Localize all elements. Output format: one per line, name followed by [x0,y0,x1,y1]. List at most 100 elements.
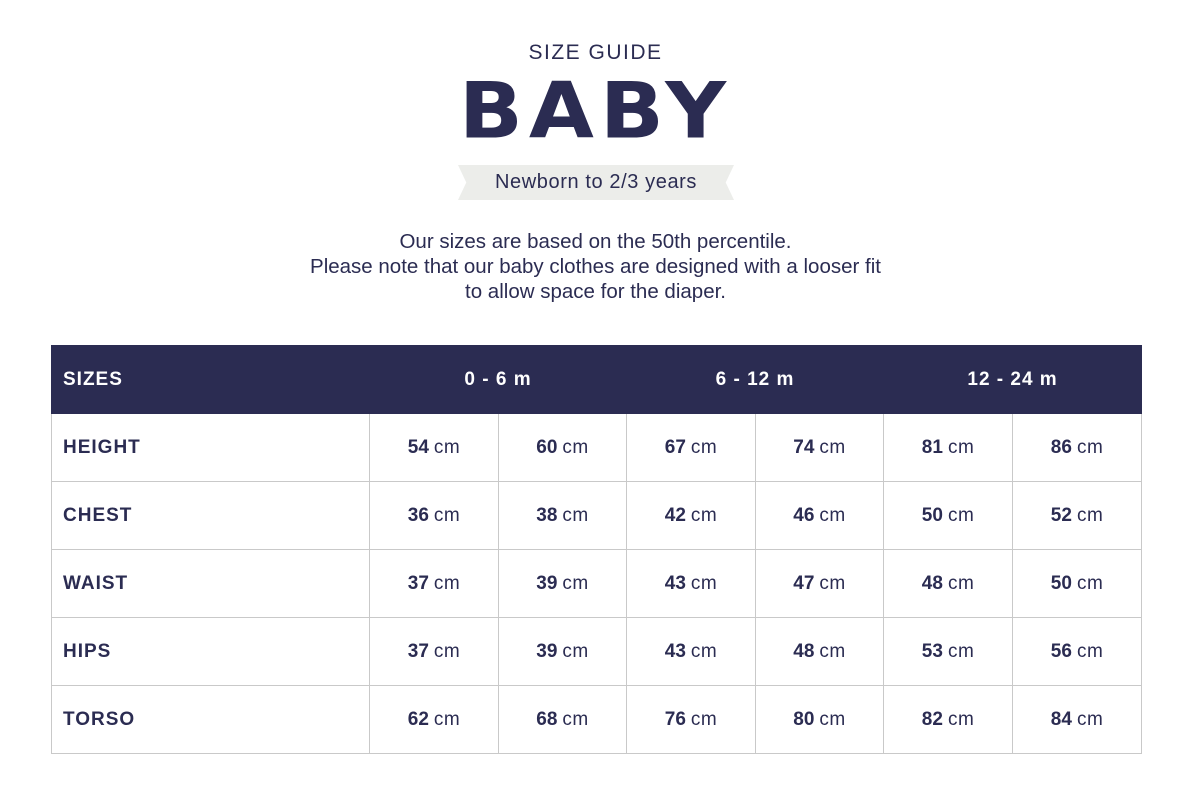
measurement-unit: cm [562,572,589,594]
measurement-unit: cm [433,572,461,594]
page-title: BABY [458,65,733,157]
intro-line-1: Our sizes are based on the 50th percenti… [399,230,792,253]
measurement-value: 48 [793,640,815,662]
measurement-value: 50 [1050,572,1072,594]
measurement-value: 46 [793,504,815,526]
measurement-unit: cm [562,436,589,458]
measurement-cell: 36 cm [369,481,499,550]
intro-line-3: to allow space for the diaper. [465,280,726,303]
measurement-unit: cm [819,504,846,526]
measurement-value: 74 [793,436,815,458]
measurement-value: 81 [921,436,943,458]
measurement-value: 48 [921,572,943,594]
measurement-value: 47 [793,572,815,594]
measurement-cell: 39 cm [497,617,628,686]
measurement-cell: 52 cm [1012,481,1143,550]
measurement-cell: 81 cm [883,413,1014,482]
measurement-cell: 38 cm [497,481,628,550]
measurement-value: 68 [536,708,558,730]
measurement-cell: 50 cm [883,481,1014,550]
measurement-cell: 86 cm [1012,413,1143,482]
measurement-label: TORSO [51,685,370,754]
measurement-unit: cm [1076,640,1104,662]
measurement-unit: cm [819,436,846,458]
measurement-cell: 53 cm [883,617,1014,686]
measurement-unit: cm [947,572,975,594]
size-table: SIZES 0 - 6 m 6 - 12 m 12 - 24 m HEIGHT 5… [51,345,1143,754]
measurement-cell: 43 cm [626,549,757,618]
measurement-value: 50 [921,504,943,526]
measurement-value: 76 [664,708,686,730]
measurement-unit: cm [1076,708,1104,730]
table-row: TORSO 62 cm 68 cm 76 cm 80 cm 82 cm 84 cm [51,685,1143,754]
measurement-value: 52 [1050,504,1072,526]
measurement-unit: cm [947,436,975,458]
measurement-unit: cm [690,436,718,458]
measurement-value: 82 [921,708,943,730]
measurement-unit: cm [433,708,461,730]
intro-text: Our sizes are based on the 50th percenti… [0,229,1191,304]
measurement-cell: 42 cm [626,481,757,550]
measurement-cell: 80 cm [755,685,885,754]
sizes-header: SIZES [51,345,370,414]
measurement-value: 42 [664,504,686,526]
measurement-value: 43 [664,572,686,594]
measurement-unit: cm [1076,504,1104,526]
table-header-row: SIZES 0 - 6 m 6 - 12 m 12 - 24 m [51,345,1143,414]
intro-line-2: Please note that our baby clothes are de… [310,255,881,278]
measurement-cell: 74 cm [755,413,885,482]
measurement-unit: cm [690,640,718,662]
measurement-value: 84 [1050,708,1072,730]
age-range-ribbon: Newborn to 2/3 years [458,165,734,200]
table-row: CHEST 36 cm 38 cm 42 cm 46 cm 50 cm 52 cm [51,481,1143,550]
measurement-value: 39 [536,640,558,662]
measurement-cell: 47 cm [755,549,885,618]
measurement-value: 37 [407,572,429,594]
table-row: WAIST 37 cm 39 cm 43 cm 47 cm 48 cm 50 cm [51,549,1143,618]
measurement-value: 39 [536,572,558,594]
measurement-label: CHEST [51,481,370,550]
measurement-unit: cm [690,708,718,730]
measurement-unit: cm [562,504,589,526]
measurement-cell: 54 cm [369,413,499,482]
measurement-unit: cm [819,572,846,594]
measurement-cell: 39 cm [497,549,628,618]
measurement-unit: cm [690,572,718,594]
measurement-unit: cm [819,640,846,662]
table-row: HIPS 37 cm 39 cm 43 cm 48 cm 53 cm 56 cm [51,617,1143,686]
measurement-unit: cm [947,708,975,730]
measurement-unit: cm [819,708,846,730]
measurement-label: HEIGHT [51,413,370,482]
measurement-cell: 37 cm [369,549,499,618]
measurement-unit: cm [433,436,461,458]
measurement-value: 36 [407,504,429,526]
measurement-unit: cm [433,504,461,526]
measurement-value: 43 [664,640,686,662]
measurement-unit: cm [1076,436,1104,458]
measurement-cell: 46 cm [755,481,885,550]
measurement-value: 53 [921,640,943,662]
size-group-header: 6 - 12 m [626,345,885,414]
measurement-value: 37 [407,640,429,662]
measurement-value: 67 [664,436,686,458]
size-group-header: 12 - 24 m [883,345,1143,414]
table-body: HEIGHT 54 cm 60 cm 67 cm 74 cm 81 cm 86 cm CHEST 36 cm 3… [51,413,1143,754]
measurement-cell: 43 cm [626,617,757,686]
measurement-unit: cm [562,640,589,662]
measurement-unit: cm [433,640,461,662]
measurement-cell: 84 cm [1012,685,1143,754]
measurement-cell: 76 cm [626,685,757,754]
measurement-cell: 48 cm [755,617,885,686]
measurement-cell: 50 cm [1012,549,1143,618]
measurement-value: 56 [1050,640,1072,662]
measurement-cell: 48 cm [883,549,1014,618]
measurement-cell: 82 cm [883,685,1014,754]
measurement-unit: cm [947,640,975,662]
measurement-unit: cm [1076,572,1104,594]
measurement-value: 80 [793,708,815,730]
measurement-cell: 37 cm [369,617,499,686]
measurement-unit: cm [562,708,589,730]
table-row: HEIGHT 54 cm 60 cm 67 cm 74 cm 81 cm 86 cm [51,413,1143,482]
measurement-value: 38 [536,504,558,526]
size-guide-eyebrow: SIZE GUIDE [528,41,663,64]
